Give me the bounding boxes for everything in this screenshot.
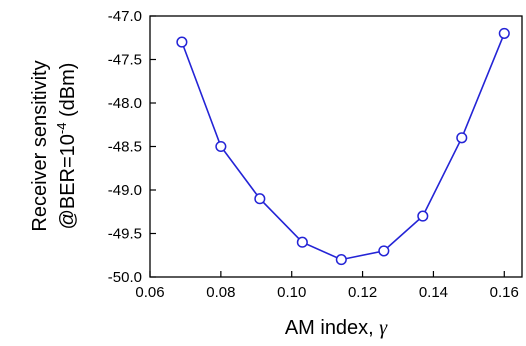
data-point-marker (296, 236, 308, 248)
x-axis-label-symbol: γ (379, 317, 388, 339)
x-tick-label: 0.14 (419, 284, 448, 301)
y-tick-label: -47.0 (108, 8, 142, 25)
y-tick-label: -48.5 (108, 139, 142, 156)
y-tick-label: -49.0 (108, 182, 142, 199)
x-tick-label: 0.12 (348, 284, 377, 301)
y-axis-label-line2: @BER=10-4 (dBm) (54, 63, 79, 230)
y-tick-label: -49.5 (108, 226, 142, 243)
x-tick-label: 0.10 (277, 284, 306, 301)
data-point-marker (498, 27, 510, 39)
y-axis-label-post: (dBm) (57, 63, 79, 123)
y-axis-ticks: -47.0 -47.5 -48.0 -48.5 -49.0 -49.5 -50.0 (108, 8, 156, 286)
data-point-marker (378, 245, 390, 257)
y-tick-label: -50.0 (108, 269, 142, 286)
x-tick-label: 0.08 (206, 284, 235, 301)
y-axis-label-exponent: -4 (54, 123, 69, 135)
x-axis-ticks: 0.06 0.08 0.10 0.12 0.14 0.16 (135, 271, 519, 301)
x-axis-label: AM index, γ (285, 317, 388, 339)
data-point-marker (176, 36, 188, 48)
x-tick-label: 0.06 (135, 284, 164, 301)
y-axis-label-pre: @BER=10 (57, 134, 79, 229)
data-point-marker (456, 132, 468, 144)
x-tick-label: 0.16 (490, 284, 519, 301)
y-tick-label: -48.0 (108, 95, 142, 112)
plot-frame (149, 15, 523, 278)
data-point-marker (335, 254, 347, 266)
x-axis-label-text: AM index, (285, 317, 379, 339)
y-axis-label-line1: Receiver sensitivity (29, 60, 51, 231)
series-line (181, 33, 506, 261)
data-point-marker (254, 193, 266, 205)
data-point-marker (215, 140, 227, 153)
data-point-marker (417, 210, 429, 222)
series-layer (176, 27, 510, 266)
y-tick-label: -47.5 (108, 52, 142, 69)
